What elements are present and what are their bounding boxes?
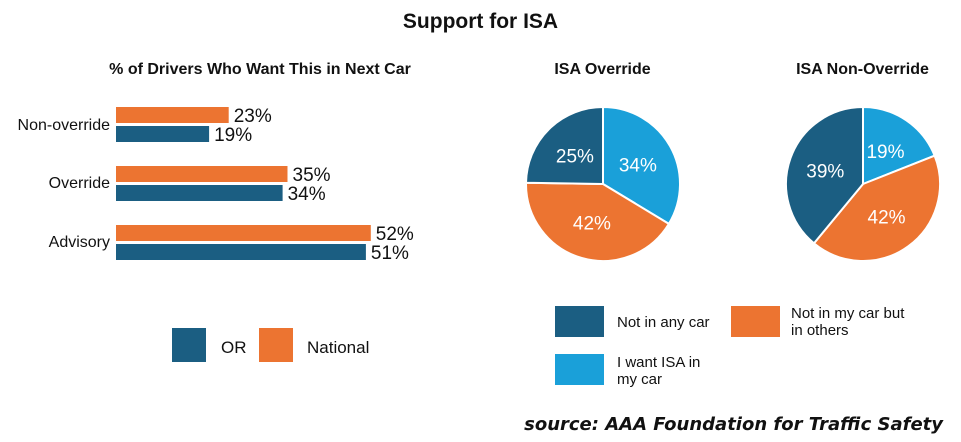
- pie-label-isa-non-override-not-in-any-car: 39%: [806, 161, 844, 182]
- bar-non-override-or: [116, 126, 210, 142]
- pie-label-isa-non-override-not-in-my-car-but-in-others: 42%: [868, 207, 906, 228]
- pie-label-isa-override-not-in-my-car-but-in-others: 42%: [573, 213, 611, 234]
- legend-swatch-or: [172, 328, 206, 362]
- bar-value-label-advisory-or: 51%: [371, 243, 409, 264]
- chart-title: Support for ISA: [402, 10, 559, 33]
- category-label-override: Override: [48, 175, 110, 192]
- pie-slice-isa-non-override-not-in-my-car-but-in-others: [812, 154, 941, 262]
- legend-swatch-not-in-any-car: [555, 306, 604, 337]
- bar-non-override-national: [116, 107, 229, 123]
- legend-label-want-isa-line1: I want ISA in: [617, 354, 701, 371]
- pie-slice-isa-non-override-i-want-isa-in-my-car: [862, 105, 936, 186]
- legend-swatch-national: [259, 328, 293, 362]
- pie-override-title: ISA Override: [554, 61, 651, 78]
- category-label-advisory: Advisory: [48, 234, 110, 251]
- bar-override-national: [116, 166, 288, 182]
- pie-slice-isa-override-not-in-any-car: [524, 105, 604, 186]
- legend-label-or: OR: [221, 338, 247, 357]
- bar-advisory-or: [116, 244, 366, 260]
- legend-label-not-in-my-car: Not in my car but in others: [791, 305, 904, 339]
- legend-label-want-isa: I want ISA in my car: [617, 354, 700, 388]
- legend-label-not-in-my-car-line2: in others: [791, 322, 849, 339]
- bar-value-label-override-national: 35%: [293, 165, 331, 186]
- bar-override-or: [116, 185, 283, 201]
- pie-slice-isa-override-not-in-my-car-but-in-others: [525, 181, 671, 262]
- bar-value-label-override-or: 34%: [288, 184, 326, 205]
- source-note: source: AAA Foundation for Traffic Safet…: [524, 414, 943, 435]
- bar-advisory-national: [116, 225, 371, 241]
- pie-slice-isa-non-override-not-in-any-car: [785, 105, 864, 245]
- pie-label-isa-override-not-in-any-car: 25%: [556, 146, 594, 167]
- bar-value-label-advisory-national: 52%: [376, 224, 414, 245]
- legend-label-national: National: [307, 338, 370, 357]
- legend-swatch-not-in-my-car: [731, 306, 780, 337]
- bar-chart-title: % of Drivers Who Want This in Next Car: [109, 61, 411, 78]
- legend-swatch-want-isa: [555, 354, 604, 385]
- legend-label-not-in-any-car: Not in any car: [617, 314, 710, 331]
- pie-label-isa-non-override-i-want-isa-in-my-car: 19%: [866, 142, 904, 163]
- bar-value-label-non-override-national: 23%: [234, 106, 272, 127]
- legend-label-not-in-my-car-line1: Not in my car but: [791, 305, 905, 322]
- pie-non-override-title: ISA Non-Override: [796, 61, 929, 78]
- bar-value-label-non-override-or: 19%: [214, 125, 252, 146]
- category-label-non-override: Non-override: [17, 117, 110, 134]
- bar-chart-plot: 23%19% 35%34% 52%51%: [116, 106, 414, 264]
- pie-label-isa-override-i-want-isa-in-my-car: 34%: [619, 155, 657, 176]
- legend-label-want-isa-line2: my car: [617, 371, 662, 388]
- pie-charts-plot: 34% 42% 25% 19% 42% 39%: [524, 105, 941, 262]
